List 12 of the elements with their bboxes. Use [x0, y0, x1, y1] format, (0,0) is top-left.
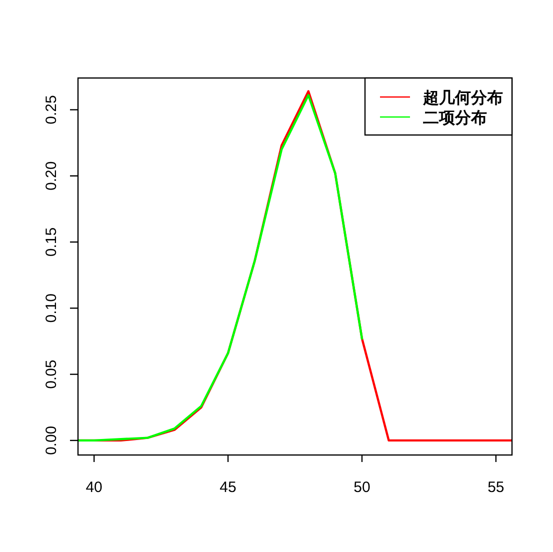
y-tick-label: 0.20 — [43, 161, 60, 190]
y-tick-label: 0.05 — [43, 360, 60, 389]
y-tick-label: 0.10 — [43, 294, 60, 323]
y-tick-label: 0.00 — [43, 426, 60, 456]
legend-label: 超几何分布 — [422, 89, 503, 107]
legend-label: 二项分布 — [423, 109, 487, 127]
x-tick-label: 45 — [220, 479, 236, 496]
x-tick-label: 40 — [86, 479, 102, 496]
y-tick-label: 0.25 — [43, 95, 60, 124]
y-tick-label: 0.15 — [43, 227, 60, 257]
x-tick-label: 55 — [488, 479, 504, 496]
x-tick-label: 50 — [354, 479, 370, 496]
